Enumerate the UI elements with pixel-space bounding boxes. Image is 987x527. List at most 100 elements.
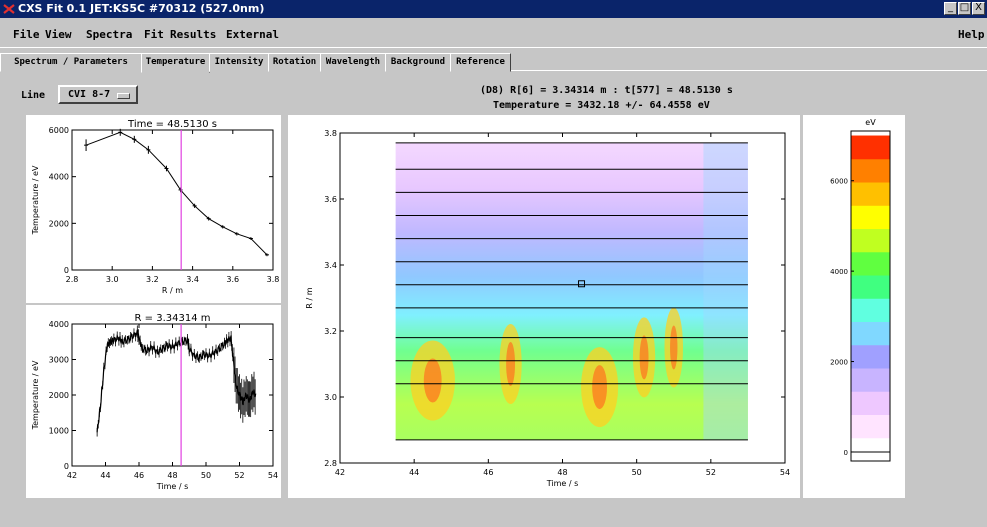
colorbar-band	[851, 438, 890, 462]
timetrace-plot[interactable]: 42 44 46 48 50 52 54 0 1000 2000 3000 4000 R = 3.343…	[26, 305, 281, 498]
tab-spectrum-parameters[interactable]: Spectrum / Parameters	[0, 53, 142, 72]
menu-help[interactable]: Help	[958, 28, 985, 41]
line-dropdown[interactable]: CVI 8-7	[58, 85, 138, 104]
colorbar-tick-label: 0	[844, 449, 848, 457]
y-tick-label: 2.8	[324, 459, 337, 468]
menu-external[interactable]: External	[226, 28, 279, 41]
x-tick-label: 44	[100, 471, 110, 480]
x-tick-label: 48	[167, 471, 177, 480]
x-axis-label: Time / s	[546, 479, 579, 488]
colorbar-band	[851, 182, 890, 206]
profile-line	[86, 132, 267, 255]
menu-spectra[interactable]: Spectra	[86, 28, 132, 41]
heatmap-hotspot-core	[640, 335, 649, 379]
title-bar: CXS Fit 0.1 JET:KS5C #70312 (527.0nm) _ …	[0, 0, 987, 18]
colorbar-band	[851, 229, 890, 253]
y-tick-label: 3.2	[324, 327, 337, 336]
contour-plot[interactable]: 42 44 46 48 50 52 54 2.8 3.0 3.2 3.4 3.6 3.8 Time / s…	[288, 115, 800, 498]
y-tick-label: 1000	[49, 427, 69, 436]
x-tick-label: 44	[409, 468, 419, 477]
plot-title: Time = 48.5130 s	[127, 119, 217, 130]
menu-view[interactable]: View	[45, 28, 72, 41]
menu-bar: File View Spectra Fit Results External H…	[0, 19, 987, 48]
colorbar-band	[851, 159, 890, 183]
app-logo-icon	[3, 3, 15, 15]
x-tick-label: 52	[706, 468, 716, 477]
colorbar-band	[851, 368, 890, 392]
line-dropdown-value: CVI 8-7	[68, 89, 110, 100]
x-tick-label: 3.0	[106, 275, 119, 284]
colorbar-band	[851, 415, 890, 439]
y-axis-label: Temperature / eV	[31, 165, 40, 235]
x-axis-label: Time / s	[156, 482, 189, 491]
x-tick-label: 50	[201, 471, 211, 480]
y-tick-label: 2000	[49, 219, 69, 228]
heatmap-hotspot-core	[424, 359, 442, 403]
plot-title: R = 3.34314 m	[135, 313, 211, 324]
colorbar-band	[851, 136, 890, 160]
minimize-button[interactable]: _	[944, 2, 957, 15]
colorbar-band	[851, 252, 890, 276]
menu-results[interactable]: Results	[170, 28, 216, 41]
x-tick-label: 46	[483, 468, 493, 477]
heatmap-hotspot-core	[592, 365, 607, 409]
line-label: Line	[21, 90, 45, 101]
x-tick-label: 42	[335, 468, 345, 477]
tab-rotation[interactable]: Rotation	[268, 53, 321, 72]
x-tick-label: 54	[268, 471, 278, 480]
timetrace-plot-panel: 42 44 46 48 50 52 54 0 1000 2000 3000 4000 R = 3.343…	[26, 305, 281, 498]
y-tick-label: 3000	[49, 356, 69, 365]
tab-intensity[interactable]: Intensity	[209, 53, 269, 72]
colorbar-band	[851, 322, 890, 346]
y-tick-label: 3.0	[324, 393, 337, 402]
plot-frame	[72, 130, 273, 270]
tab-wavelength[interactable]: Wavelength	[320, 53, 386, 72]
tab-reference[interactable]: Reference	[450, 53, 511, 72]
profile-plot[interactable]: 2.8 3.0 3.2 3.4 3.6 3.8 0 2000 4000 6000 Time = 48…	[26, 115, 281, 303]
contour-plot-panel: 42 44 46 48 50 52 54 2.8 3.0 3.2 3.4 3.6 3.8 Time / s…	[288, 115, 800, 498]
info-line: (D8) R[6] = 3.34314 m : t[577] = 48.5130…	[480, 85, 733, 96]
colorbar-tick-label: 4000	[830, 268, 848, 276]
maximize-button[interactable]: □	[958, 2, 971, 15]
y-tick-label: 4000	[49, 320, 69, 329]
x-tick-label: 3.6	[226, 275, 239, 284]
x-tick-label: 42	[67, 471, 77, 480]
close-icon: X	[975, 2, 982, 13]
close-button[interactable]: X	[972, 2, 985, 15]
x-tick-label: 50	[632, 468, 642, 477]
x-tick-label: 52	[234, 471, 244, 480]
heatmap-hotspot-core	[506, 342, 515, 386]
x-tick-label: 48	[557, 468, 567, 477]
colorbar-tick-label: 6000	[830, 178, 848, 186]
x-tick-label: 3.8	[267, 275, 280, 284]
colorbar-band	[851, 275, 890, 299]
colorbar-band	[851, 345, 890, 369]
colorbar-band	[851, 205, 890, 229]
y-tick-label: 3.8	[324, 129, 337, 138]
minimize-icon: _	[948, 2, 953, 13]
y-tick-label: 0	[64, 266, 69, 275]
heatmap-hotspot-core	[670, 326, 677, 370]
temperature-readout: Temperature = 3432.18 +/- 64.4558 eV	[493, 100, 710, 111]
menu-file[interactable]: File	[13, 28, 40, 41]
colorbar: eV 0 2000 4000 6000	[803, 115, 905, 498]
y-tick-label: 0	[64, 462, 69, 471]
menu-fit[interactable]: Fit	[144, 28, 164, 41]
colorbar-title: eV	[865, 118, 876, 127]
y-tick-label: 2000	[49, 391, 69, 400]
y-tick-label: 4000	[49, 173, 69, 182]
tab-background[interactable]: Background	[385, 53, 451, 72]
maximize-icon: □	[960, 2, 969, 13]
colorbar-band	[851, 391, 890, 415]
x-tick-label: 2.8	[66, 275, 79, 284]
y-axis-label: R / m	[305, 287, 314, 308]
colorbar-panel: eV 0 2000 4000 6000	[803, 115, 905, 498]
tab-temperature[interactable]: Temperature	[141, 53, 210, 73]
colorbar-tick-label: 2000	[830, 359, 848, 367]
y-axis-label: Temperature / eV	[31, 360, 40, 430]
x-tick-label: 46	[134, 471, 144, 480]
colorbar-band	[851, 298, 890, 322]
dropdown-icon	[117, 93, 130, 99]
profile-plot-panel: 2.8 3.0 3.2 3.4 3.6 3.8 0 2000 4000 6000 Time = 48…	[26, 115, 281, 303]
x-tick-label: 3.4	[186, 275, 199, 284]
